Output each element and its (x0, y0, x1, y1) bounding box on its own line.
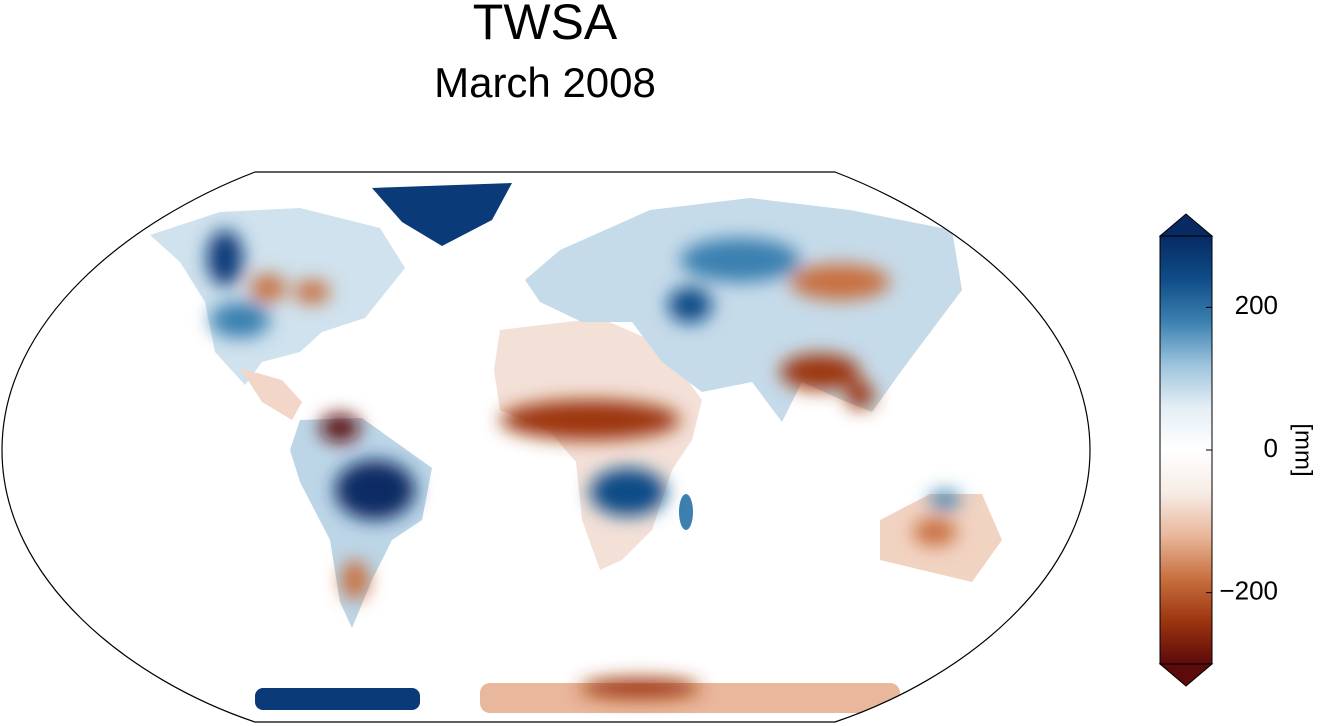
colorbar-tick-label: 200 (1235, 290, 1278, 320)
anomaly (590, 468, 666, 516)
anomaly (335, 460, 415, 520)
title: TWSA (473, 0, 618, 50)
anomaly (929, 491, 961, 509)
antarctica-west (255, 688, 420, 710)
map-outline (1, 171, 1091, 723)
anomaly (320, 414, 360, 442)
colorbar-extend-bottom (1158, 663, 1214, 687)
colorbar-tick-label: 0 (1264, 433, 1278, 463)
anomaly-blobs (207, 230, 961, 698)
colorbar-extend-top (1158, 213, 1214, 237)
anomaly (210, 302, 270, 338)
colorbar: −200 0 200 (1158, 213, 1278, 687)
colorbar-scale (1159, 235, 1213, 665)
map (150, 183, 1002, 713)
anomaly (680, 238, 800, 282)
colorbar-tick-label: −200 (1219, 576, 1278, 606)
madagascar (679, 494, 693, 530)
anomaly (500, 400, 680, 440)
anomaly (668, 287, 712, 323)
anomaly (580, 678, 700, 698)
continents (150, 183, 1002, 713)
anomaly (341, 560, 369, 600)
anomaly (846, 381, 874, 409)
subtitle: March 2008 (434, 59, 656, 106)
anomaly (207, 230, 243, 286)
colorbar-label: [mm] (1290, 423, 1317, 476)
anomaly (294, 280, 330, 304)
anomaly (250, 274, 286, 302)
anomaly (790, 264, 890, 300)
central-america (240, 368, 302, 420)
anomaly (913, 518, 957, 546)
anomaly (780, 354, 860, 390)
greenland (372, 183, 512, 246)
